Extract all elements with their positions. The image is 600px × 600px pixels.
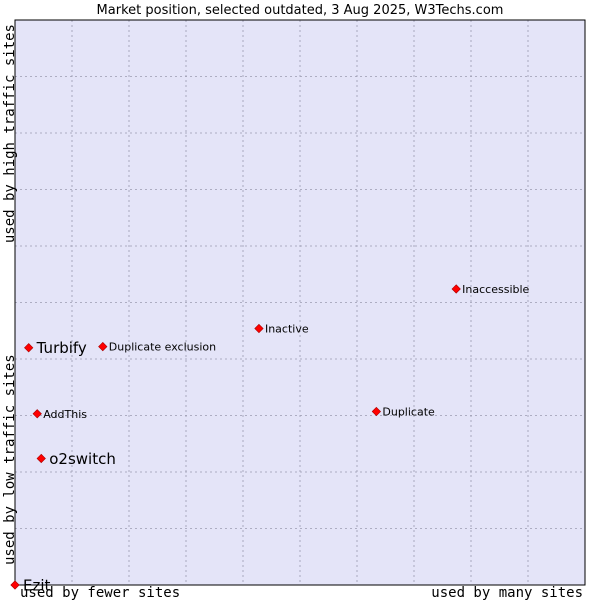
point-marker (32, 409, 42, 419)
point-label: Turbify (36, 339, 87, 357)
y-axis-label-high: used by high traffic sites (2, 24, 18, 243)
y-axis-label-low: used by low traffic sites (2, 354, 18, 565)
data-point-o2switch: o2switch (36, 450, 116, 468)
point-marker (98, 341, 108, 352)
plot-border (14, 19, 586, 586)
point-label: AddThis (43, 408, 87, 421)
point-label: Ezit (23, 577, 51, 595)
data-point-turbify: Turbify (24, 339, 87, 357)
point-label: Duplicate (382, 406, 435, 419)
data-point-duplicate-exclusion: Duplicate exclusion (98, 341, 216, 354)
point-marker (451, 284, 461, 294)
data-point-inactive: Inactive (254, 322, 309, 335)
grid-lines (15, 20, 585, 585)
data-point-ezit: Ezit (10, 577, 51, 595)
data-point-duplicate: Duplicate (371, 406, 435, 419)
point-marker (371, 406, 382, 417)
point-marker (36, 453, 46, 464)
point-label: Inactive (265, 322, 309, 335)
point-label: Duplicate exclusion (109, 341, 216, 354)
point-marker (254, 323, 264, 334)
data-points: Ezit Turbify o2switch AddThis Duplicate excl… (10, 283, 530, 595)
data-point-inaccessible: Inaccessible (451, 283, 530, 296)
point-marker (24, 343, 34, 353)
point-label: o2switch (49, 450, 116, 468)
point-marker (10, 580, 20, 590)
x-axis-label-right: used by many sites (431, 585, 583, 600)
x-axis-label-left: used by fewer sites (20, 585, 180, 600)
point-label: Inaccessible (462, 283, 529, 296)
data-point-addthis: AddThis (32, 408, 87, 421)
chart-title: Market position, selected outdated, 3 Au… (97, 3, 504, 18)
plot-frame (14, 19, 586, 586)
